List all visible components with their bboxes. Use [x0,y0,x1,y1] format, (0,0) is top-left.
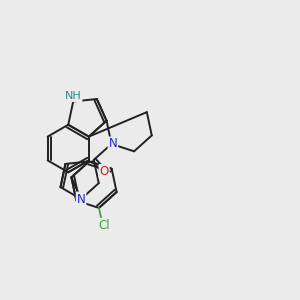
Text: N: N [77,193,85,206]
Text: NH: NH [65,91,82,101]
Text: N: N [109,137,117,151]
Text: O: O [100,165,109,178]
Text: Cl: Cl [98,219,110,232]
